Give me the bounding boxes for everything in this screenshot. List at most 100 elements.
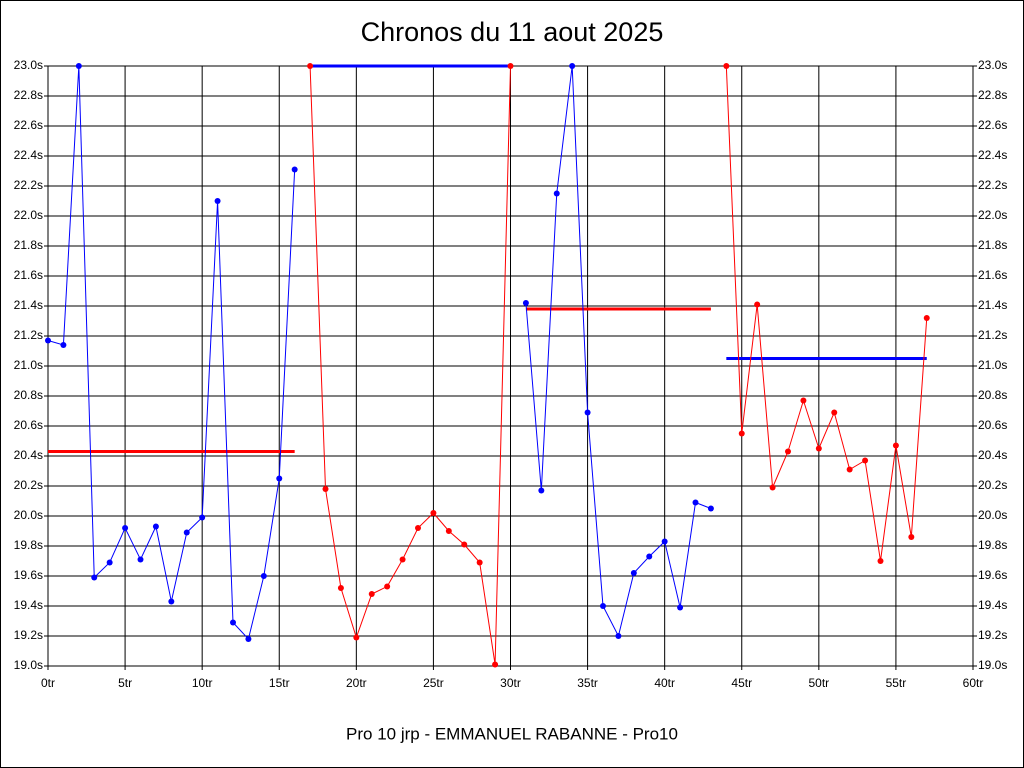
y-tick-label: 21.4s [14, 298, 43, 312]
point [877, 558, 884, 564]
y-tick-label: 20.0s [14, 508, 43, 522]
y2-tick-label: 22.8s [978, 88, 1007, 102]
y2-tick-label: 22.2s [978, 178, 1007, 192]
y2-tick-label: 21.8s [978, 238, 1007, 252]
point [384, 583, 391, 590]
point [106, 559, 113, 566]
y2-tick-label: 19.6s [978, 568, 1007, 582]
y-tick-label: 22.8s [14, 88, 43, 102]
y2-tick-label: 20.8s [978, 388, 1007, 402]
y2-tick-label: 21.0s [978, 358, 1007, 372]
y-tick-label: 22.4s [14, 148, 43, 162]
point [353, 634, 360, 641]
point [122, 525, 129, 531]
point [785, 448, 791, 455]
y-tick-label: 23.0s [14, 58, 43, 72]
point [476, 559, 483, 566]
point [661, 538, 668, 545]
point [152, 523, 159, 530]
x-tick-label: 45tr [731, 676, 752, 690]
y-tick-label: 19.4s [14, 598, 43, 612]
x-tick-label: 35tr [577, 676, 598, 690]
point [199, 514, 206, 521]
point [769, 484, 776, 491]
point [445, 528, 452, 534]
y2-tick-label: 22.0s [978, 208, 1007, 222]
y-tick-label: 19.0s [14, 658, 43, 672]
x-tick-label: 15tr [269, 676, 290, 690]
point [45, 337, 51, 344]
point [908, 534, 915, 540]
x-tick-label: 25tr [423, 676, 444, 690]
y2-tick-label: 19.8s [978, 538, 1007, 552]
y2-tick-label: 20.2s [978, 478, 1007, 492]
point [600, 603, 606, 609]
point [368, 591, 375, 597]
series-line [725, 65, 928, 562]
point [276, 475, 283, 482]
y-tick-label: 20.8s [14, 388, 43, 402]
point [569, 63, 576, 69]
x-tick-label: 30tr [500, 676, 521, 690]
point [307, 63, 314, 69]
y-tick-label: 21.8s [14, 238, 43, 252]
y-tick-label: 19.8s [14, 538, 43, 552]
point [75, 63, 82, 69]
point [245, 636, 252, 642]
y2-tick-label: 19.0s [978, 658, 1007, 672]
point [322, 486, 329, 492]
point [831, 409, 838, 416]
y-tick-label: 21.0s [14, 358, 43, 372]
x-tick-label: 50tr [808, 676, 829, 690]
x-axis-label: Pro 10 jrp - EMMANUEL RABANNE - Pro10 [346, 724, 678, 743]
point [538, 487, 545, 494]
point [214, 198, 221, 204]
y2-tick-label: 21.2s [978, 328, 1007, 342]
point [677, 604, 684, 611]
point [507, 63, 514, 69]
point [738, 430, 745, 437]
point [492, 661, 499, 668]
point [183, 529, 190, 536]
point [399, 556, 406, 563]
point [430, 510, 437, 516]
y-tick-label: 20.6s [14, 418, 43, 432]
x-tick-label: 55tr [886, 676, 907, 690]
point [415, 525, 421, 531]
y-tick-label: 20.4s [14, 448, 43, 462]
y-tick-label: 22.2s [14, 178, 43, 192]
point [846, 466, 853, 473]
y2-tick-label: 20.0s [978, 508, 1007, 522]
y-tick-label: 21.2s [14, 328, 43, 342]
y2-tick-label: 20.4s [978, 448, 1007, 462]
y-tick-label: 20.2s [14, 478, 43, 492]
point [230, 619, 236, 626]
point [584, 409, 591, 416]
point [800, 397, 807, 404]
point [91, 574, 98, 581]
x-tick-label: 60tr [963, 676, 984, 690]
point [260, 573, 267, 579]
y2-tick-label: 23.0s [978, 58, 1007, 72]
y2-tick-label: 22.4s [978, 148, 1007, 162]
point [692, 499, 699, 506]
point [291, 166, 298, 173]
x-tick-label: 20tr [346, 676, 367, 690]
point [615, 633, 622, 639]
point [168, 598, 175, 605]
point [707, 505, 714, 512]
point [754, 301, 761, 308]
x-tick-label: 5tr [118, 676, 132, 690]
y2-tick-label: 19.2s [978, 628, 1007, 642]
point [815, 445, 822, 452]
y2-tick-label: 21.6s [978, 268, 1007, 282]
x-tick-label: 0tr [41, 676, 55, 690]
point [337, 585, 344, 591]
point [60, 342, 67, 348]
y2-tick-label: 19.4s [978, 598, 1007, 612]
y-tick-label: 19.6s [14, 568, 43, 582]
point [646, 553, 653, 560]
point [461, 541, 468, 548]
